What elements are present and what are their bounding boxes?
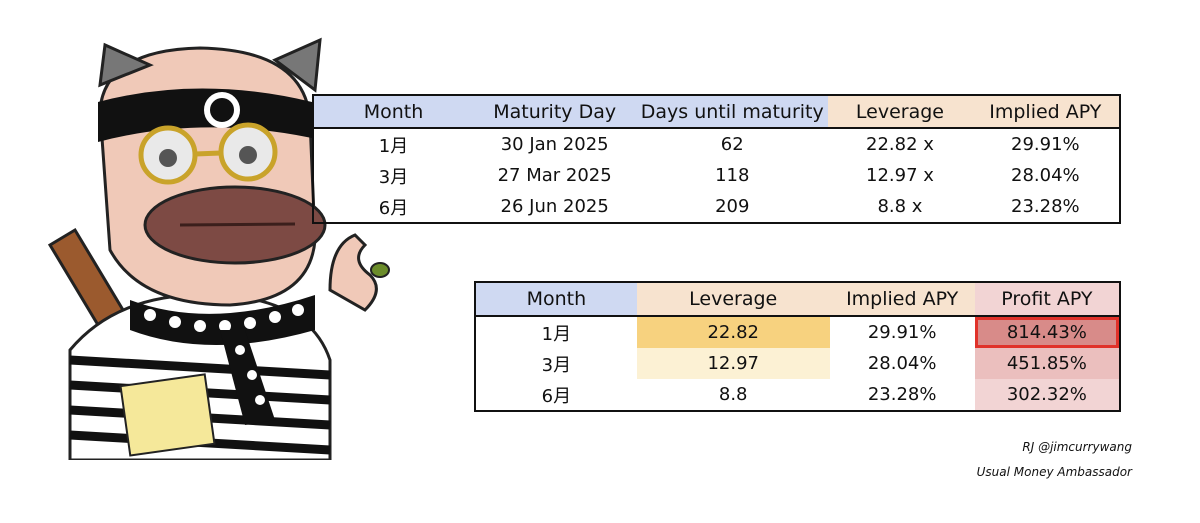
- cell: 26 Jun 2025: [500, 196, 609, 217]
- leverage-cell: 12.97: [636, 348, 830, 379]
- cell: 118: [715, 165, 750, 186]
- cell: 23.28%: [867, 384, 937, 405]
- profit-cell-highlighted: 814.43%: [974, 316, 1120, 348]
- header-maturity-day: Maturity Day: [473, 95, 637, 129]
- table-row: 3月 27 Mar 2025 118 12.97 x 28.04%: [313, 160, 1120, 191]
- table-row: 1月 30 Jan 2025 62 22.82 x 29.91%: [313, 128, 1120, 160]
- cell: 62: [720, 134, 744, 155]
- profit-table: Month Leverage Implied APY Profit APY 1月…: [474, 281, 1121, 412]
- header-month: Month: [475, 282, 637, 317]
- leverage-cell: 8.8: [636, 379, 830, 411]
- cell: 29.91%: [1011, 134, 1080, 155]
- table-header-row: Month Leverage Implied APY Profit APY: [475, 282, 1120, 317]
- table-header-row: Month Maturity Day Days until maturity L…: [313, 95, 1120, 129]
- cell: 3月: [541, 354, 572, 376]
- author-credit: RJ @jimcurrywang: [1022, 440, 1132, 454]
- maturity-table: Month Maturity Day Days until maturity L…: [312, 94, 1121, 224]
- header-profit-apy: Profit APY: [974, 282, 1120, 317]
- header-leverage: Leverage: [828, 95, 972, 129]
- cell: 22.82 x: [866, 134, 934, 155]
- cell: 30 Jan 2025: [500, 134, 609, 155]
- cell: 6月: [541, 385, 572, 407]
- cell: 27 Mar 2025: [497, 165, 612, 186]
- header-month: Month: [313, 95, 474, 129]
- cell: 3月: [378, 166, 409, 188]
- cell: 209: [715, 196, 750, 217]
- cell: 6月: [378, 197, 409, 219]
- cell: 1月: [541, 323, 572, 345]
- header-implied-apy: Implied APY: [971, 95, 1120, 129]
- table-row: 1月 22.82 29.91% 814.43%: [475, 316, 1120, 348]
- cell: 8.8 x: [877, 196, 923, 217]
- profit-cell: 451.85%: [974, 348, 1120, 379]
- cell: 28.04%: [1011, 165, 1080, 186]
- mascot-illustration: [47, 37, 390, 460]
- table-row: 3月 12.97 28.04% 451.85%: [475, 348, 1120, 379]
- cell: 28.04%: [867, 353, 937, 374]
- cell: 23.28%: [1011, 196, 1080, 217]
- cell: 29.91%: [867, 322, 937, 343]
- leverage-cell: 22.82: [636, 316, 830, 348]
- table-row: 6月 26 Jun 2025 209 8.8 x 23.28%: [313, 191, 1120, 223]
- cell: 12.97 x: [866, 165, 934, 186]
- header-leverage: Leverage: [636, 282, 830, 317]
- table-row: 6月 8.8 23.28% 302.32%: [475, 379, 1120, 411]
- header-implied-apy: Implied APY: [829, 282, 975, 317]
- profit-cell: 302.32%: [974, 379, 1120, 411]
- cell: 1月: [378, 135, 409, 157]
- author-role: Usual Money Ambassador: [976, 465, 1132, 479]
- header-days-until-maturity: Days until maturity: [636, 95, 829, 129]
